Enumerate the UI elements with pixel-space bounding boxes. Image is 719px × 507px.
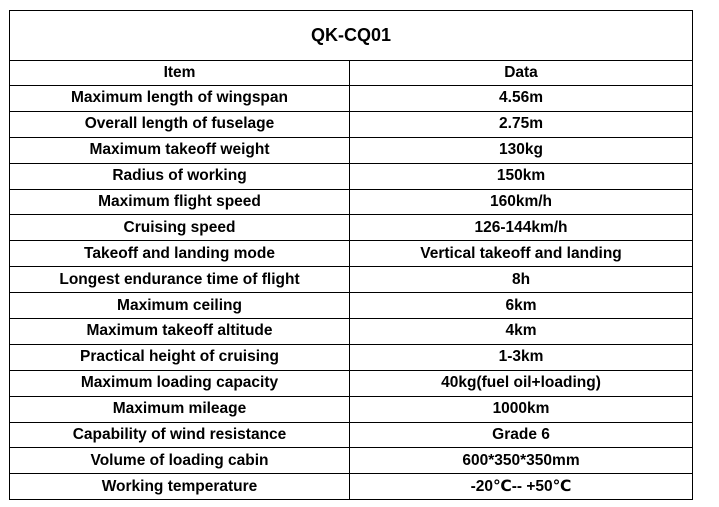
data-cell: 126-144km/h (348, 214, 694, 242)
table-row: Maximum flight speed 160km/h (9, 188, 694, 216)
item-cell: Maximum takeoff weight (9, 136, 350, 164)
item-cell: Maximum length of wingspan (9, 85, 350, 112)
item-cell: Maximum flight speed (9, 188, 350, 216)
item-cell: Maximum mileage (9, 395, 350, 423)
item-cell: Capability of wind resistance (9, 421, 350, 449)
item-cell: Working temperature (9, 473, 350, 501)
item-cell: Takeoff and landing mode (9, 240, 350, 268)
data-cell: 130kg (348, 136, 694, 164)
column-header-item: Item (9, 60, 350, 86)
data-cell: Vertical takeoff and landing (348, 240, 694, 268)
table-row: Maximum mileage 1000km (9, 395, 694, 423)
table-row: Longest endurance time of flight 8h (9, 266, 694, 294)
item-cell: Longest endurance time of flight (9, 266, 350, 294)
data-cell: -20℃-- +50℃ (348, 473, 694, 501)
data-cell: Grade 6 (348, 421, 694, 449)
item-cell: Maximum takeoff altitude (9, 318, 350, 345)
header-row: Item Data (9, 60, 694, 86)
item-cell: Maximum ceiling (9, 292, 350, 320)
column-header-data: Data (348, 60, 694, 86)
table-row: Maximum loading capacity 40kg(fuel oil+lo… (9, 369, 694, 397)
data-cell: 8h (348, 266, 694, 294)
data-cell: 2.75m (348, 110, 694, 138)
table-row: Overall length of fuselage 2.75m (9, 110, 694, 138)
data-cell: 1000km (348, 395, 694, 423)
data-cell: 150km (348, 162, 694, 190)
table-row: Maximum ceiling 6km (9, 292, 694, 320)
data-cell: 4km (348, 318, 694, 345)
data-cell: 6km (348, 292, 694, 320)
table-row: Takeoff and landing mode Vertical takeoff… (9, 240, 694, 268)
item-cell: Cruising speed (9, 214, 350, 242)
data-cell: 160km/h (348, 188, 694, 216)
title-row: QK-CQ01 (8, 10, 694, 61)
table-row: Practical height of cruising 1-3km (9, 343, 694, 371)
item-cell: Maximum loading capacity (9, 369, 350, 397)
table-row: Cruising speed 126-144km/h (9, 214, 694, 242)
item-cell: Practical height of cruising (9, 343, 350, 371)
data-cell: 600*350*350mm (348, 447, 694, 475)
item-cell: Volume of loading cabin (9, 447, 350, 475)
data-cell: 1-3km (348, 343, 694, 371)
data-cell: 40kg(fuel oil+loading) (348, 369, 694, 397)
spec-table: QK-CQ01 Item Data Maximum length of wing… (8, 10, 694, 501)
table-row: Volume of loading cabin 600*350*350mm (9, 447, 694, 475)
table-title: QK-CQ01 (8, 10, 694, 61)
item-cell: Overall length of fuselage (9, 110, 350, 138)
table-row: Maximum takeoff weight 130kg (9, 136, 694, 164)
data-cell: 4.56m (348, 85, 694, 112)
table-row: Radius of working 150km (9, 162, 694, 190)
table-row: Capability of wind resistance Grade 6 (9, 421, 694, 449)
item-cell: Radius of working (9, 162, 350, 190)
table-row: Working temperature -20℃-- +50℃ (9, 473, 694, 501)
table-row: Maximum length of wingspan 4.56m (9, 85, 694, 112)
table-row: Maximum takeoff altitude 4km (9, 318, 694, 345)
spec-table-body: Maximum length of wingspan 4.56m Overall l… (9, 85, 694, 501)
